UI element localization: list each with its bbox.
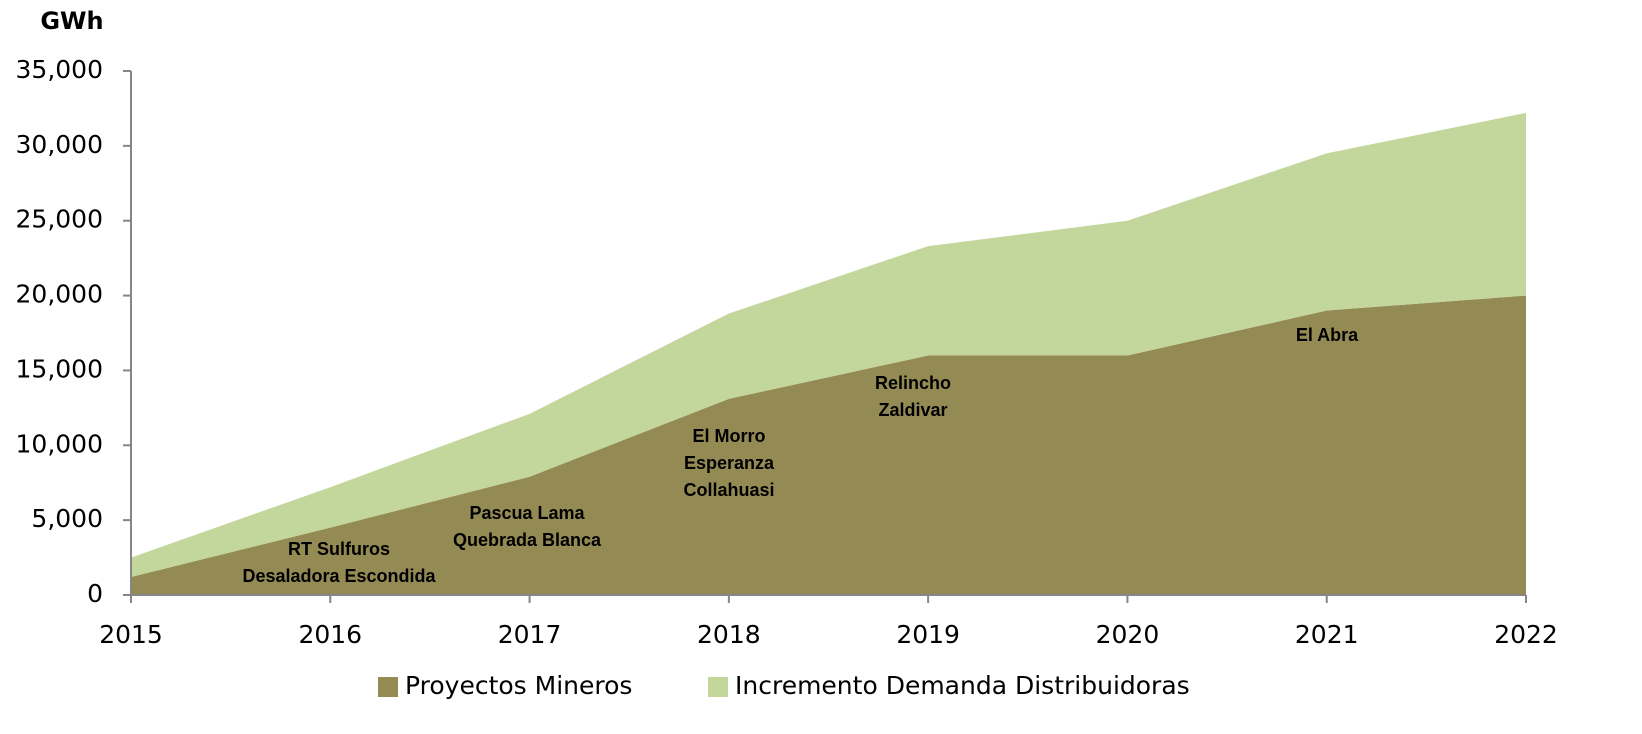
y-tick-label: 15,000 xyxy=(16,354,103,383)
annotation: Desaladora Escondida xyxy=(242,566,436,586)
x-tick-label: 2017 xyxy=(498,620,562,649)
annotation: El Abra xyxy=(1296,325,1359,345)
x-tick-label: 2015 xyxy=(99,620,163,649)
annotation: Esperanza xyxy=(684,453,775,473)
y-tick-label: 35,000 xyxy=(16,55,103,84)
annotation: Quebrada Blanca xyxy=(453,530,602,550)
annotation: Zaldivar xyxy=(878,400,947,420)
annotation: Collahuasi xyxy=(683,480,774,500)
y-tick-label: 20,000 xyxy=(16,280,103,309)
annotation: Relincho xyxy=(875,373,951,393)
y-tick-label: 10,000 xyxy=(16,429,103,458)
y-tick-label: 5,000 xyxy=(31,504,103,533)
area xyxy=(131,112,1526,578)
annotation: El Morro xyxy=(692,426,765,446)
x-tick-label: 2022 xyxy=(1494,620,1558,649)
x-tick-label: 2020 xyxy=(1096,620,1160,649)
annotation: RT Sulfuros xyxy=(288,539,390,559)
y-tick-label: 25,000 xyxy=(16,205,103,234)
x-tick-label: 2019 xyxy=(896,620,960,649)
x-tick-label: 2016 xyxy=(298,620,362,649)
x-tick-label: 2021 xyxy=(1295,620,1359,649)
y-axis-title: GWh xyxy=(40,7,103,35)
area xyxy=(131,295,1526,595)
legend-label: Incremento Demanda Distribuidoras xyxy=(735,671,1190,700)
y-tick-label: 0 xyxy=(87,579,103,608)
y-tick-label: 30,000 xyxy=(16,130,103,159)
annotation: Pascua Lama xyxy=(469,503,585,523)
x-tick-label: 2018 xyxy=(697,620,761,649)
legend-label: Proyectos Mineros xyxy=(405,671,632,700)
legend-swatch xyxy=(378,677,398,697)
legend-swatch xyxy=(708,677,728,697)
